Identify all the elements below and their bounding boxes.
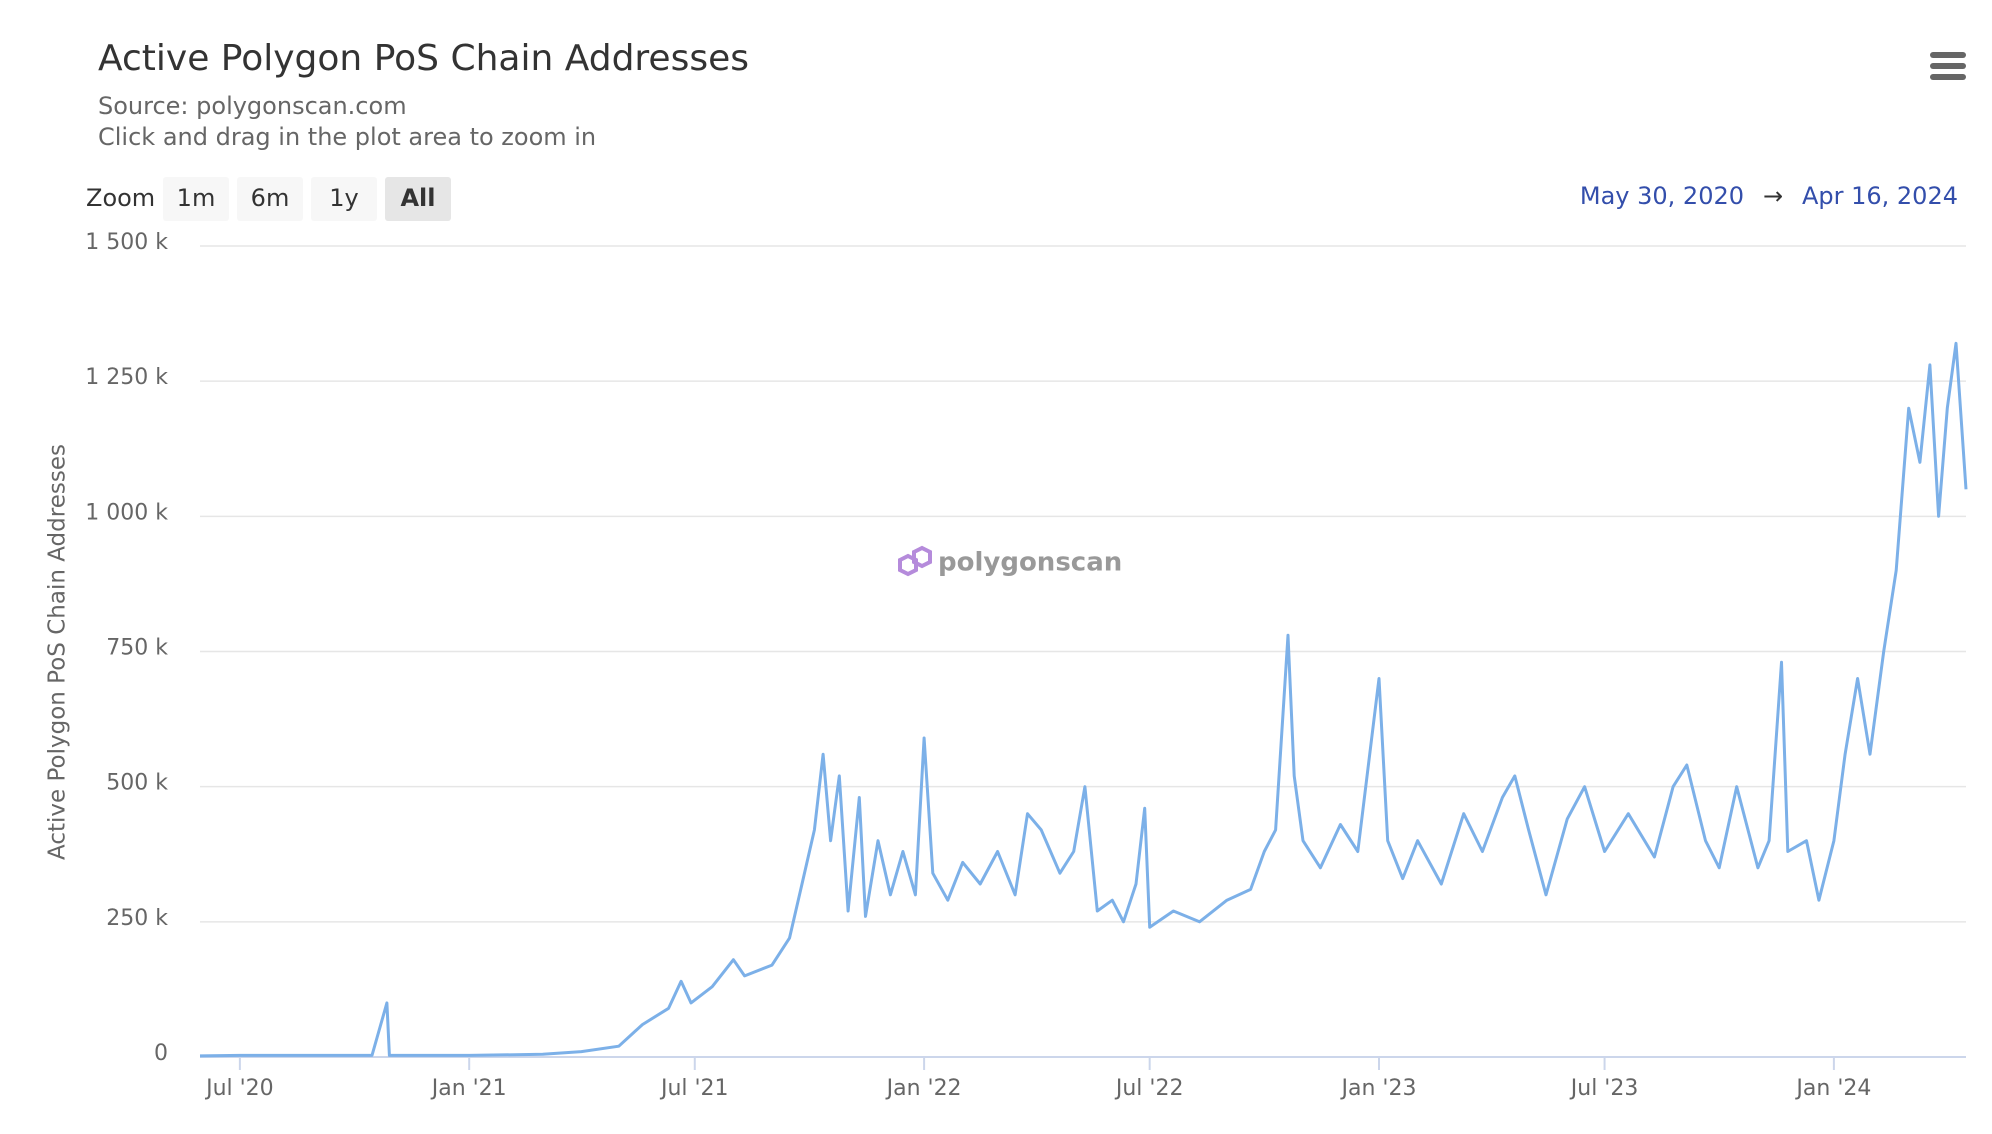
zoom-label: Zoom <box>86 184 155 212</box>
y-tick-label: 750 k <box>106 636 168 661</box>
y-tick-label: 1 000 k <box>85 500 168 525</box>
x-tick-label: Jul '20 <box>204 1076 274 1101</box>
chart-title: Active Polygon PoS Chain Addresses <box>98 38 749 79</box>
y-tick-label: 0 <box>154 1041 168 1066</box>
y-tick-label: 500 k <box>106 771 168 796</box>
zoom-button-label: All <box>400 184 435 212</box>
x-tick-label: Jul '23 <box>1569 1076 1639 1101</box>
menu-bar <box>1930 63 1966 69</box>
y-tick-label: 1 500 k <box>85 230 168 255</box>
zoom-button[interactable] <box>311 177 377 221</box>
zoom-button[interactable] <box>385 177 451 221</box>
range-start[interactable]: May 30, 2020 <box>1580 182 1744 210</box>
chart-subtitle: Source: polygonscan.com <box>98 92 407 120</box>
x-tick-label: Jan '21 <box>430 1076 507 1101</box>
range-end[interactable]: Apr 16, 2024 <box>1802 182 1958 210</box>
x-tick-label: Jan '22 <box>885 1076 962 1101</box>
x-tick-label: Jan '23 <box>1340 1076 1417 1101</box>
x-tick-label: Jul '22 <box>1114 1076 1184 1101</box>
data-line <box>199 341 1968 1058</box>
zoom-button-label: 6m <box>251 184 290 212</box>
menu-button[interactable] <box>1930 52 1966 80</box>
chart-hint: Click and drag in the plot area to zoom … <box>98 123 596 151</box>
zoom-button[interactable] <box>237 177 303 221</box>
zoom-button-label: 1m <box>177 184 216 212</box>
range-arrow: → <box>1763 182 1783 210</box>
menu-bar <box>1930 52 1966 58</box>
y-tick-label: 1 250 k <box>85 365 168 390</box>
y-tick-label: 250 k <box>106 906 168 931</box>
zoom-button[interactable] <box>163 177 229 221</box>
x-tick-label: Jan '24 <box>1794 1076 1871 1101</box>
watermark-logo <box>898 545 932 577</box>
menu-bar <box>1930 74 1966 80</box>
y-axis-label: Active Polygon PoS Chain Addresses <box>45 444 71 860</box>
watermark: polygonscan <box>938 548 1122 578</box>
zoom-button-label: 1y <box>329 184 358 212</box>
x-tick-label: Jul '21 <box>659 1076 729 1101</box>
